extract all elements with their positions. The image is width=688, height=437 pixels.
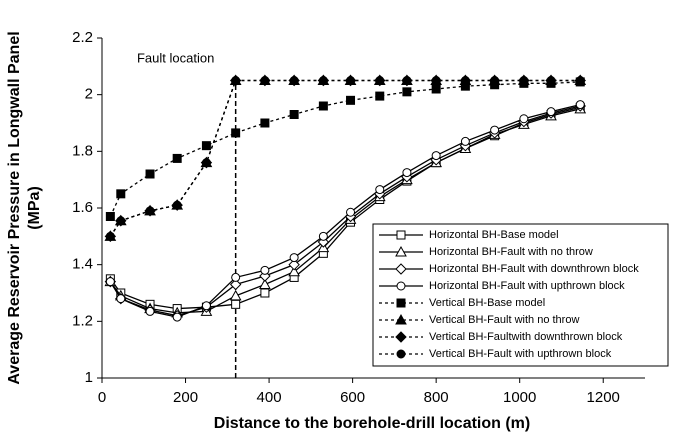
legend-label: Vertical BH-Faultwith downthrown block (429, 331, 623, 343)
y-axis-title: (MPa) (26, 186, 43, 230)
marker (105, 231, 115, 241)
legend-label: Horizontal BH-Fault with upthrown block (429, 280, 625, 292)
marker (105, 212, 115, 221)
y-axis-title: Average Reservoir Pressure in Longwall P… (6, 31, 23, 384)
marker (116, 189, 126, 199)
y-tick-label: 2 (85, 86, 93, 103)
marker (231, 76, 241, 85)
marker (145, 306, 155, 316)
marker (260, 265, 270, 275)
marker (402, 168, 412, 178)
x-tick-label: 1200 (587, 389, 620, 406)
series-line (109, 81, 581, 217)
marker (116, 294, 126, 304)
legend-label: Horizontal BH-Fault with no throw (429, 246, 593, 258)
series-line (109, 103, 581, 318)
legend-label: Horizontal BH-Fault with downthrown bloc… (429, 263, 639, 275)
marker (231, 272, 241, 282)
marker (260, 288, 270, 298)
legend-box (372, 223, 669, 367)
marker (375, 76, 385, 85)
y-tick-label: 1.4 (72, 256, 93, 273)
legend-marker (395, 263, 407, 275)
marker (231, 299, 241, 309)
marker (431, 151, 441, 161)
legend-marker (396, 349, 406, 359)
marker (172, 200, 182, 210)
marker (289, 76, 299, 85)
x-tick-label: 0 (98, 389, 106, 406)
marker (229, 278, 242, 291)
marker (289, 253, 299, 263)
marker (346, 95, 356, 105)
x-tick-label: 200 (173, 389, 198, 406)
marker (201, 141, 211, 151)
marker (259, 278, 271, 289)
marker (231, 128, 241, 138)
marker (201, 158, 211, 168)
legend-marker (396, 298, 406, 308)
marker (289, 110, 299, 119)
x-tick-label: 400 (257, 389, 282, 406)
legend-marker (395, 313, 407, 325)
marker (519, 76, 529, 85)
marker (172, 312, 182, 322)
legend-label: Vertical BH-Base model (429, 297, 545, 309)
legend-marker (395, 331, 407, 343)
marker (145, 169, 155, 179)
legend-marker (395, 245, 407, 257)
marker (172, 153, 182, 163)
x-axis-title: Distance to the borehole-drill location … (214, 415, 530, 432)
legend-marker (396, 281, 406, 291)
marker (546, 76, 556, 85)
marker (490, 125, 500, 135)
marker (318, 231, 328, 241)
marker (460, 76, 470, 85)
marker (519, 114, 529, 124)
marker (288, 258, 300, 271)
y-tick-label: 1 (85, 369, 93, 386)
legend-label: Vertical BH-Fault with no throw (429, 314, 579, 326)
legend-label: Vertical BH-Fault with upthrown block (429, 348, 612, 360)
marker (575, 76, 585, 85)
series-line (109, 79, 581, 237)
y-tick-label: 1.2 (72, 312, 93, 329)
x-tick-label: 1000 (503, 389, 536, 406)
marker (346, 207, 356, 217)
marker (431, 76, 441, 85)
y-tick-label: 1.6 (72, 199, 93, 216)
marker (145, 206, 155, 216)
y-tick-label: 2.2 (72, 29, 93, 46)
marker (260, 76, 270, 85)
legend-marker (396, 230, 406, 240)
marker (116, 216, 126, 226)
marker (318, 76, 328, 85)
marker (402, 87, 412, 97)
marker (375, 91, 385, 101)
marker (318, 101, 328, 111)
legend-label: Horizontal BH-Base model (429, 229, 559, 241)
marker (229, 289, 242, 301)
y-tick-label: 1.8 (72, 142, 93, 159)
marker (201, 301, 211, 311)
x-tick-label: 600 (340, 389, 365, 406)
annotation: Fault location (137, 50, 214, 65)
marker (105, 277, 115, 287)
marker (546, 107, 556, 117)
marker (402, 76, 412, 85)
marker (460, 136, 470, 146)
marker (575, 100, 585, 110)
marker (375, 185, 385, 195)
x-tick-label: 800 (424, 389, 449, 406)
marker (288, 265, 300, 277)
marker (490, 76, 500, 85)
marker (260, 118, 270, 128)
marker (346, 76, 356, 85)
